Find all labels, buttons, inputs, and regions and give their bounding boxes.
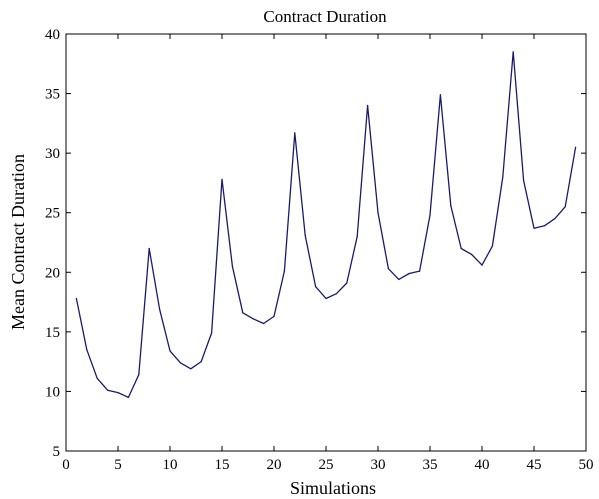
series-line: [75, 51, 577, 399]
data-point: [231, 265, 233, 267]
data-point: [221, 178, 223, 180]
x-tick-label: 50: [579, 457, 594, 473]
x-tick-label: 25: [319, 457, 334, 473]
data-point: [148, 247, 150, 250]
data-point: [502, 176, 504, 178]
data-point: [471, 253, 473, 255]
y-tick-label: 5: [53, 444, 61, 460]
data-point: [419, 270, 421, 272]
data-point: [304, 234, 306, 236]
data-point: [543, 225, 546, 227]
x-tick-label: 15: [215, 457, 230, 473]
y-tick-label: 15: [45, 325, 60, 341]
data-point: [211, 332, 213, 334]
data-point: [294, 132, 296, 134]
x-axis-label: Simulations: [290, 478, 376, 498]
y-tick-label: 40: [45, 27, 60, 43]
data-point: [252, 318, 254, 320]
data-point: [512, 51, 514, 53]
data-point: [242, 312, 244, 314]
data-point: [335, 293, 337, 295]
y-tick-label: 10: [45, 384, 60, 400]
data-point: [86, 349, 88, 351]
x-tick-label: 20: [267, 457, 282, 473]
x-tick-label: 5: [114, 457, 122, 473]
data-point: [564, 206, 566, 208]
data-point: [377, 212, 379, 214]
data-point: [554, 218, 556, 220]
y-tick-label: 20: [45, 265, 60, 281]
data-point: [346, 282, 348, 284]
x-tick-label: 10: [163, 457, 178, 473]
data-point: [575, 146, 577, 148]
x-tick-label: 45: [527, 457, 542, 473]
data-point: [96, 377, 98, 379]
series-layer: [75, 51, 577, 399]
y-axis: 5 10 15 20 25 30 35 40: [45, 27, 586, 460]
plot-area-frame: [65, 33, 587, 452]
data-point: [398, 278, 400, 280]
data-point: [117, 392, 119, 394]
data-point: [450, 205, 452, 207]
data-point: [367, 104, 369, 107]
data-point: [75, 297, 77, 300]
data-point: [356, 235, 358, 238]
data-point: [460, 247, 462, 250]
data-point: [481, 264, 483, 266]
x-tick-label: 40: [475, 457, 490, 473]
chart-title: Contract Duration: [263, 7, 387, 26]
data-point: [315, 286, 317, 288]
data-point: [127, 396, 129, 398]
x-tick-label: 30: [371, 457, 386, 473]
y-tick-label: 35: [45, 87, 60, 103]
data-point: [107, 389, 109, 391]
x-tick-label: 0: [62, 457, 70, 473]
data-point: [200, 361, 202, 363]
data-point: [439, 94, 441, 96]
data-point: [429, 214, 431, 216]
data-point: [283, 270, 285, 272]
data-point: [190, 368, 192, 370]
data-point: [273, 315, 275, 317]
y-tick-label: 25: [45, 206, 60, 222]
data-point: [179, 362, 181, 364]
data-point: [138, 374, 140, 376]
data-point: [263, 322, 265, 325]
x-axis: 0 5 10 15 20 25 30 35 40 45 50: [62, 34, 594, 473]
data-point: [533, 227, 535, 229]
data-point: [491, 245, 493, 247]
y-tick-label: 30: [45, 146, 60, 162]
data-point: [523, 179, 525, 182]
data-point: [159, 308, 161, 310]
data-point: [169, 350, 171, 352]
y-axis-label: Mean Contract Duration: [8, 154, 28, 330]
data-point: [325, 297, 327, 300]
x-tick-label: 35: [423, 457, 438, 473]
data-point: [408, 272, 410, 275]
data-point: [387, 268, 389, 270]
